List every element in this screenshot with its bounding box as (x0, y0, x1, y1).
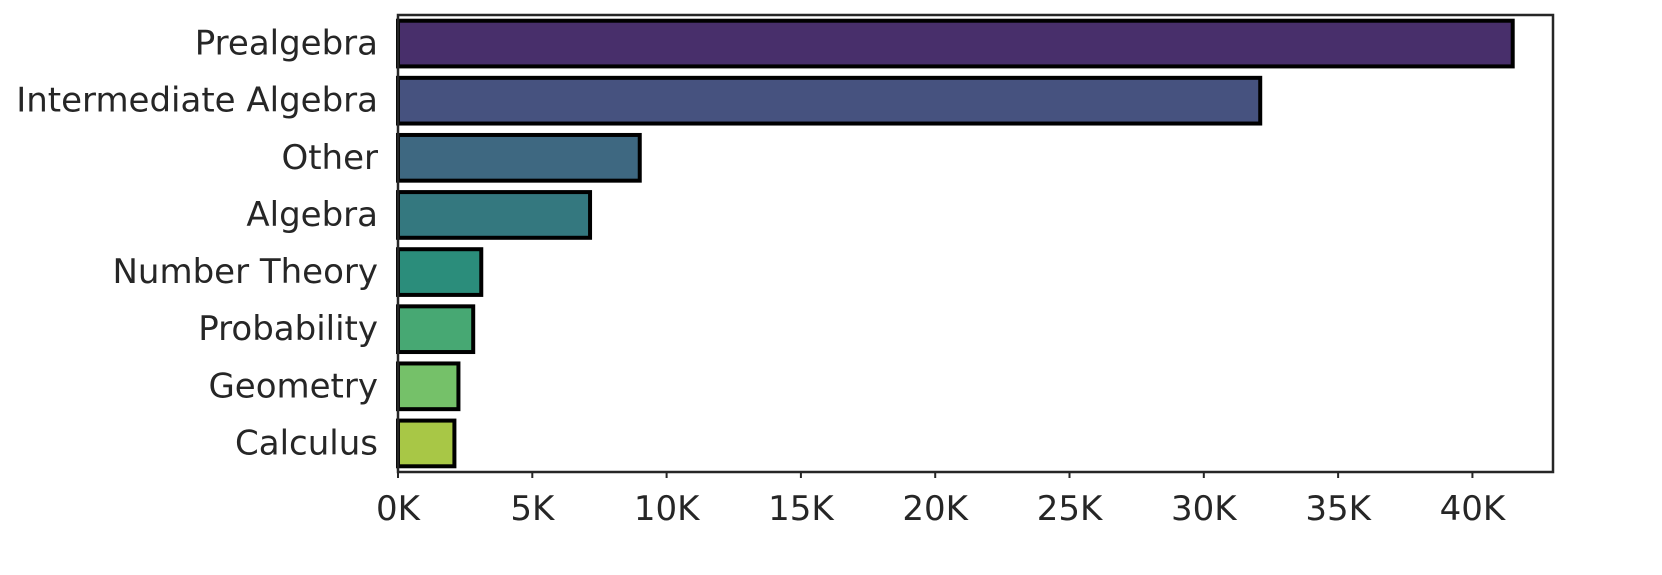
category-label: Intermediate Algebra (16, 81, 378, 121)
bar-other (396, 132, 642, 183)
bar-intermediate-algebra (396, 75, 1263, 126)
bar-probability (396, 304, 476, 355)
bar-algebra (396, 190, 593, 240)
x-tick-label: 0K (376, 489, 422, 529)
category-label: Other (281, 138, 378, 178)
category-label: Probability (198, 309, 378, 349)
x-tick-label: 20K (902, 489, 969, 529)
bars-group (396, 18, 1515, 469)
x-tick-label: 35K (1305, 489, 1372, 529)
category-label: Algebra (246, 195, 378, 235)
x-tick-label: 5K (510, 489, 556, 529)
category-labels: Prealgebra Intermediate Algebra Other Algeb… (16, 24, 378, 464)
x-axis-ticks: 0K 5K 10K 15K 20K 25K 30K 35K 40K (376, 472, 1507, 529)
x-tick-label: 30K (1171, 489, 1238, 529)
x-tick-label: 15K (768, 489, 835, 529)
category-label: Number Theory (112, 252, 378, 292)
bar-geometry (396, 361, 461, 412)
category-label: Prealgebra (195, 24, 378, 64)
bar-number-theory (396, 247, 484, 297)
x-tick-label: 25K (1037, 489, 1104, 529)
category-label: Calculus (235, 423, 378, 463)
x-tick-label: 40K (1440, 489, 1507, 529)
bar-prealgebra (396, 18, 1515, 69)
x-tick-label: 10K (634, 489, 701, 529)
plot-frame (396, 13, 1555, 474)
category-label: Geometry (208, 366, 378, 406)
bar-calculus (396, 418, 457, 469)
